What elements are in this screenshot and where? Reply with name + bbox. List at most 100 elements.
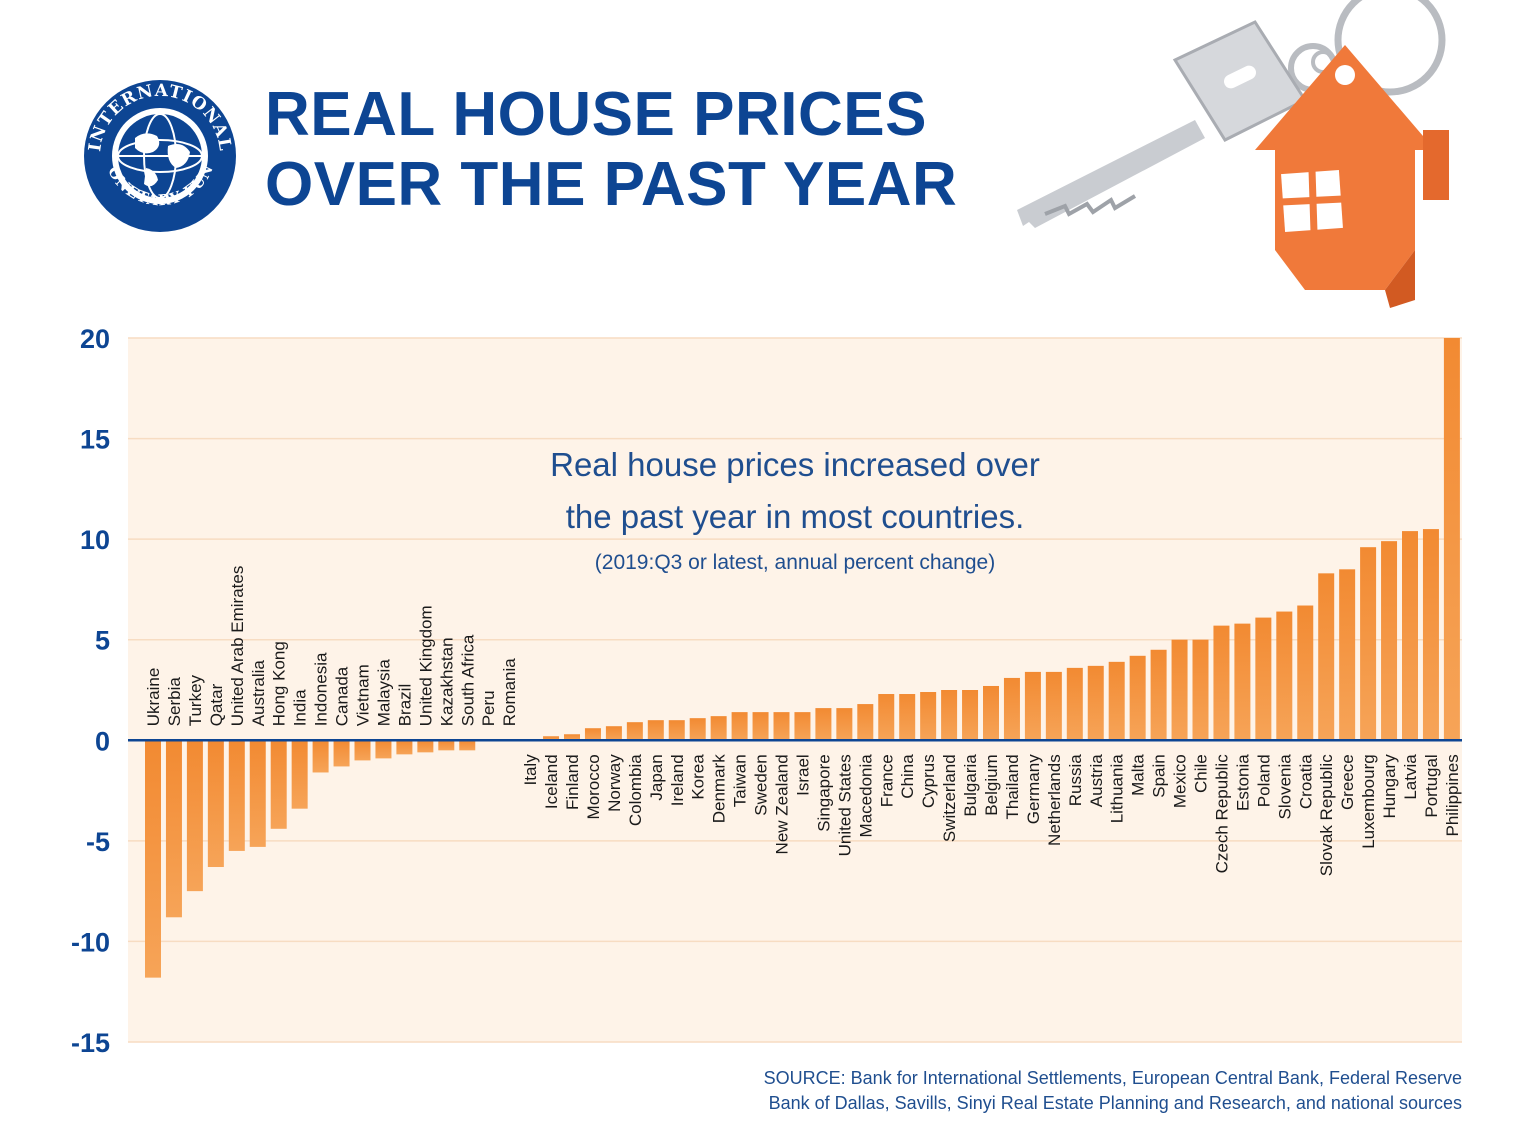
bar [145, 740, 161, 978]
bar [983, 685, 999, 741]
category-label: Iceland [542, 754, 561, 809]
category-label: Italy [521, 754, 540, 786]
category-label: Morocco [584, 754, 603, 819]
category-label: Thailand [1003, 754, 1022, 819]
bar [354, 740, 371, 761]
bar [1297, 605, 1314, 741]
bar [459, 740, 476, 751]
bar [668, 720, 685, 741]
bar [564, 734, 580, 741]
category-label: Mexico [1171, 754, 1190, 808]
category-label: Hungary [1380, 754, 1399, 819]
house-key-icon [1017, 0, 1449, 308]
bar [605, 726, 622, 741]
category-label: South Africa [458, 634, 477, 726]
bar [899, 694, 916, 741]
bar [815, 708, 832, 741]
category-label: Kazakhstan [437, 637, 456, 726]
category-label: Poland [1254, 754, 1273, 807]
bar [1066, 667, 1083, 741]
category-labels: Ukraine Serbia Turkey Qatar United Arab Emir… [144, 566, 1462, 877]
bar [1129, 655, 1146, 741]
category-label: Philippines [1443, 754, 1462, 836]
bar [1150, 649, 1167, 741]
gridlines [128, 337, 1462, 1043]
category-label: Qatar [207, 683, 226, 726]
y-tick-label: -5 [86, 827, 110, 857]
category-label: Cyprus [919, 754, 938, 808]
category-label: Spain [1150, 754, 1169, 797]
bar [584, 728, 601, 741]
bar [626, 722, 643, 741]
bar [228, 740, 245, 851]
bar [962, 690, 979, 741]
bar [186, 740, 203, 892]
bar [773, 712, 790, 741]
category-label: United Arab Emirates [228, 566, 247, 727]
bar [1108, 661, 1125, 741]
bar [291, 740, 308, 809]
category-label: Switzerland [940, 754, 959, 842]
category-label: Sweden [752, 754, 771, 815]
category-label: Indonesia [312, 652, 331, 726]
imf-seal-icon: INTERNATIONAL MONETARY FUND [80, 76, 236, 232]
bar [543, 736, 560, 741]
category-label: Serbia [165, 677, 184, 727]
bar [920, 692, 937, 741]
y-tick-label: 0 [95, 726, 110, 756]
category-label: Korea [689, 754, 708, 800]
category-label: Macedonia [856, 754, 875, 838]
bar [438, 740, 455, 751]
category-label: United Kingdom [416, 605, 435, 726]
category-label: Russia [1066, 754, 1085, 807]
bar [1318, 573, 1335, 741]
page-title: REAL HOUSE PRICES OVER THE PAST YEAR [265, 80, 957, 220]
bar [731, 712, 748, 741]
bars [145, 338, 1460, 978]
bar [1402, 531, 1418, 741]
bar [1003, 677, 1020, 741]
category-label: Hong Kong [270, 641, 289, 726]
category-label: Chile [1192, 754, 1211, 793]
category-label: Slovenia [1275, 754, 1294, 820]
bar [689, 718, 706, 741]
y-tick-label: 5 [95, 626, 110, 656]
bar [270, 740, 287, 829]
category-label: Austria [1087, 754, 1106, 807]
category-label: Slovak Republic [1317, 754, 1336, 876]
bar [878, 694, 895, 741]
chart-title-line-2: the past year in most countries. [566, 498, 1025, 535]
bar [396, 740, 413, 755]
category-label: Belgium [982, 754, 1001, 815]
category-label: Lithuania [1108, 754, 1127, 824]
title-line-1: REAL HOUSE PRICES [265, 80, 927, 149]
source-note: SOURCE: Bank for International Settlemen… [764, 1066, 1462, 1116]
bar [1192, 639, 1209, 741]
category-label: China [898, 754, 917, 799]
bar [207, 740, 224, 868]
bar [1422, 529, 1439, 741]
category-label: Croatia [1296, 754, 1315, 809]
bar [1024, 671, 1041, 741]
category-label: Latvia [1401, 754, 1420, 800]
y-tick-label: 20 [80, 324, 110, 354]
category-label: Netherlands [1045, 754, 1064, 846]
bar [165, 740, 182, 918]
category-label: Colombia [626, 754, 645, 826]
category-label: United States [835, 754, 854, 856]
category-label: Denmark [710, 754, 729, 823]
chart-subtitle: (2019:Q3 or latest, annual percent chang… [595, 551, 995, 574]
category-label: Japan [647, 754, 666, 800]
bar [1443, 338, 1460, 741]
category-label: Estonia [1233, 754, 1252, 811]
category-label: Turkey [186, 674, 205, 726]
category-label: Finland [563, 754, 582, 810]
chart-title: Real house prices increased over [550, 446, 1040, 483]
category-label: Romania [500, 658, 519, 727]
category-label: Germany [1024, 754, 1043, 824]
bar [857, 704, 874, 741]
bar [1087, 665, 1104, 741]
bar [1171, 639, 1188, 741]
category-label: Malta [1129, 754, 1148, 796]
